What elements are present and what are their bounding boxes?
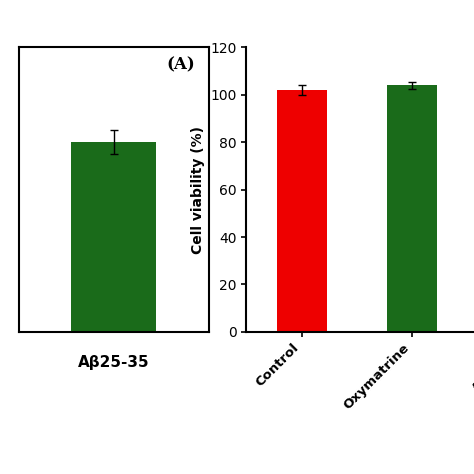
Bar bbox=[71, 142, 156, 332]
Bar bbox=[277, 90, 327, 332]
Text: Aβ25-35: Aβ25-35 bbox=[78, 355, 150, 370]
Text: (A): (A) bbox=[166, 56, 195, 73]
Y-axis label: Cell viability (%): Cell viability (%) bbox=[191, 126, 205, 254]
Bar bbox=[387, 85, 437, 332]
